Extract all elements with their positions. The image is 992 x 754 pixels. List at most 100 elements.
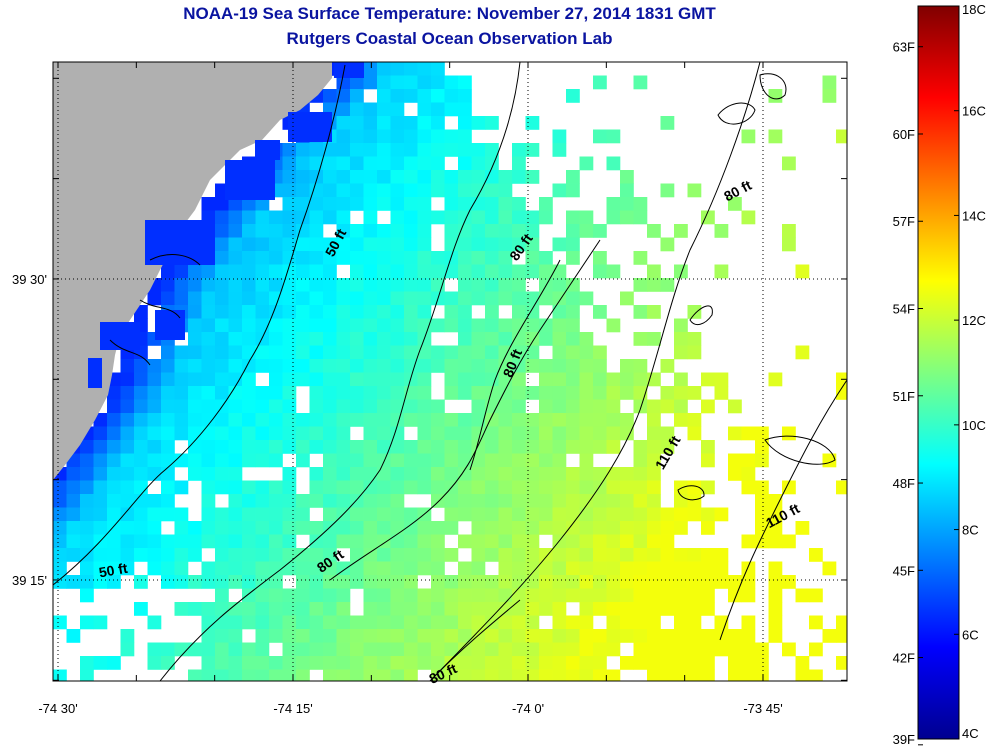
sst-pixel — [215, 224, 229, 238]
sst-pixel — [593, 669, 607, 681]
sst-pixel — [539, 588, 553, 603]
sst-pixel — [458, 602, 472, 616]
sst-pixel — [714, 224, 729, 238]
sst-pixel — [390, 494, 405, 508]
sst-pixel — [431, 143, 445, 157]
sst-pixel — [161, 291, 175, 306]
sst-pixel — [498, 561, 513, 576]
sst-pixel — [296, 426, 310, 441]
sst-pixel — [593, 602, 607, 616]
sst-pixel — [350, 318, 364, 333]
sst-pixel — [282, 359, 297, 373]
sst-pixel — [674, 521, 688, 535]
sst-pixel — [390, 386, 405, 400]
sst-pixel — [755, 494, 769, 508]
sst-pixel — [498, 426, 513, 441]
sst-pixel — [687, 629, 702, 643]
sst-pixel — [552, 615, 567, 630]
sst-pixel — [647, 561, 661, 576]
sst-pixel — [660, 656, 675, 670]
sst-pixel — [431, 413, 445, 427]
sst-pixel — [296, 602, 310, 616]
sst-pixel — [417, 264, 432, 279]
sst-pixel — [444, 507, 459, 522]
sst-pixel — [552, 345, 567, 360]
sst-pixel — [633, 197, 648, 211]
sst-pixel — [377, 359, 391, 373]
sst-pixel — [431, 480, 445, 495]
contour-shoal-3 — [677, 485, 705, 501]
sst-pixel — [201, 642, 216, 657]
lon-label-1: -74 15' — [273, 701, 312, 716]
sst-pixel — [269, 575, 283, 589]
sst-pixel — [296, 197, 310, 211]
sst-pixel — [647, 656, 661, 670]
sst-pixel — [647, 453, 661, 468]
sst-pixel — [350, 156, 364, 171]
sst-pixel — [53, 561, 67, 576]
sst-pixel — [417, 224, 432, 238]
sst-pixel — [498, 170, 513, 184]
sst-pixel — [444, 305, 459, 319]
sst-pixel — [323, 453, 337, 468]
sst-pixel-cold-4 — [100, 322, 140, 350]
sst-pixel — [107, 494, 121, 508]
sst-pixel — [350, 170, 364, 184]
sst-pixel — [201, 440, 216, 454]
sst-pixel — [377, 251, 391, 265]
sst-pixel — [282, 656, 297, 670]
sst-pixel — [296, 210, 310, 225]
sst-pixel — [282, 372, 297, 387]
sst-pixel — [566, 507, 580, 522]
sst-pixel — [228, 426, 243, 441]
sst-pixel — [498, 669, 513, 681]
sst-pixel — [228, 251, 243, 265]
sst-pixel — [174, 413, 189, 427]
sst-pixel — [201, 399, 216, 414]
sst-pixel — [647, 588, 661, 603]
sst-pixel — [647, 440, 661, 454]
sst-pixel — [404, 170, 418, 184]
sst-pixel — [539, 467, 553, 481]
contour-shoal-1 — [717, 102, 756, 125]
sst-pixel — [485, 521, 499, 535]
sst-pixel — [458, 183, 472, 198]
sst-pixel — [728, 669, 742, 681]
sst-pixel — [485, 318, 499, 333]
sst-pixel — [242, 656, 256, 670]
sst-pixel — [336, 669, 351, 681]
sst-pixel — [296, 561, 310, 576]
sst-pixel — [363, 467, 378, 481]
sst-pixel — [795, 521, 810, 535]
sst-pixel — [674, 588, 688, 603]
sst-pixel — [404, 62, 418, 76]
sst-pixel — [282, 251, 297, 265]
sst-pixel — [417, 359, 432, 373]
sst-pixel — [188, 467, 202, 481]
sst-pixel — [579, 440, 594, 454]
sst-pixel — [552, 426, 567, 441]
sst-pixel — [228, 494, 243, 508]
sst-pixel — [269, 399, 283, 414]
sst-pixel — [471, 116, 486, 130]
sst-pixel — [431, 575, 445, 589]
sst-pixel — [350, 345, 364, 360]
sst-pixel — [134, 534, 148, 549]
sst-pixel — [660, 521, 675, 535]
sst-pixel — [215, 345, 229, 360]
sst-pixel — [336, 359, 351, 373]
sst-pixel — [755, 507, 769, 522]
sst-pixel — [404, 548, 418, 562]
sst-pixel — [687, 588, 702, 603]
sst-pixel — [512, 170, 526, 184]
sst-pixel — [242, 561, 256, 576]
sst-pixel-cold-5 — [155, 310, 185, 340]
sst-pixel — [336, 305, 351, 319]
sst-pixel — [255, 575, 270, 589]
sst-pixel — [566, 588, 580, 603]
sst-pixel — [377, 197, 391, 211]
sst-pixel — [390, 305, 405, 319]
sst-pixel — [215, 426, 229, 441]
sst-pixel — [215, 467, 229, 481]
